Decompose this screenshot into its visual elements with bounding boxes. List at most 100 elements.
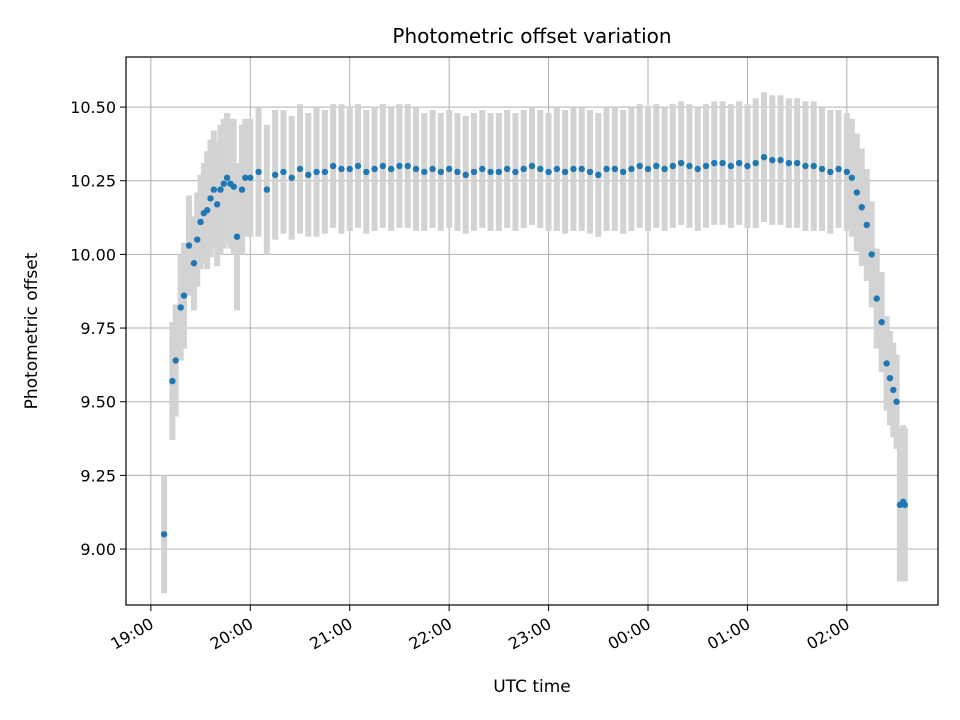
data-point bbox=[586, 168, 594, 176]
data-point bbox=[204, 207, 211, 214]
data-point bbox=[207, 195, 214, 202]
data-point bbox=[238, 186, 246, 193]
data-point bbox=[827, 168, 834, 176]
data-point bbox=[354, 162, 362, 170]
data-point bbox=[553, 165, 561, 173]
data-points bbox=[160, 153, 909, 538]
data-point bbox=[169, 377, 176, 385]
data-point bbox=[197, 218, 204, 226]
data-point bbox=[603, 165, 610, 173]
data-point bbox=[619, 168, 627, 176]
data-point bbox=[296, 165, 304, 173]
data-point bbox=[242, 174, 249, 181]
data-point bbox=[890, 386, 897, 394]
data-point bbox=[886, 374, 894, 382]
data-point bbox=[901, 501, 909, 509]
data-point bbox=[387, 165, 395, 173]
data-point bbox=[863, 221, 870, 229]
data-point bbox=[321, 168, 329, 176]
data-point bbox=[744, 162, 751, 170]
data-point bbox=[429, 165, 436, 173]
y-tick-label: 9.50 bbox=[80, 393, 116, 412]
data-point bbox=[329, 162, 337, 170]
data-point bbox=[346, 165, 353, 173]
data-point bbox=[512, 168, 519, 176]
data-point bbox=[883, 360, 890, 367]
data-point bbox=[545, 168, 552, 176]
data-point bbox=[470, 168, 478, 176]
data-point bbox=[223, 174, 231, 181]
data-point bbox=[305, 171, 312, 179]
y-axis: 9.00 9.25 9.50 9.75 10.00 10.25 10.50 bbox=[70, 98, 126, 559]
y-tick-label: 9.00 bbox=[80, 540, 116, 559]
data-point bbox=[217, 186, 224, 193]
data-point bbox=[636, 162, 643, 170]
y-tick-label: 10.25 bbox=[70, 172, 116, 191]
data-point bbox=[595, 171, 602, 179]
data-point bbox=[520, 165, 527, 173]
data-point bbox=[578, 165, 585, 173]
y-axis-label: Photometric offset bbox=[22, 252, 42, 409]
data-point bbox=[479, 165, 486, 173]
data-point bbox=[396, 162, 403, 170]
data-point bbox=[263, 186, 271, 193]
data-point bbox=[760, 153, 768, 161]
data-point bbox=[868, 251, 875, 258]
data-point bbox=[735, 159, 743, 167]
data-point bbox=[677, 159, 685, 167]
data-point bbox=[172, 357, 179, 364]
data-point bbox=[437, 168, 445, 176]
x-axis-label: UTC time bbox=[493, 677, 571, 697]
y-tick-label: 9.75 bbox=[80, 319, 116, 338]
data-point bbox=[818, 165, 826, 173]
data-point bbox=[853, 189, 860, 196]
data-point bbox=[711, 159, 718, 167]
data-point bbox=[495, 168, 503, 176]
data-point bbox=[644, 165, 652, 173]
data-point bbox=[185, 242, 193, 249]
data-point bbox=[247, 174, 254, 181]
data-point bbox=[421, 168, 428, 176]
data-point bbox=[412, 165, 420, 173]
data-point bbox=[190, 260, 198, 267]
data-point bbox=[537, 165, 544, 173]
data-point bbox=[719, 159, 726, 167]
data-point bbox=[810, 162, 817, 170]
data-point bbox=[233, 233, 241, 240]
data-point bbox=[752, 159, 759, 167]
data-point bbox=[288, 174, 295, 181]
data-point bbox=[702, 162, 710, 170]
chart-title: Photometric offset variation bbox=[392, 24, 671, 48]
data-point bbox=[462, 171, 469, 179]
data-point bbox=[878, 318, 885, 326]
data-point bbox=[371, 165, 378, 173]
data-point bbox=[503, 165, 511, 173]
data-point bbox=[363, 168, 370, 176]
data-point bbox=[271, 171, 279, 179]
data-point bbox=[255, 168, 262, 176]
data-point bbox=[379, 162, 387, 170]
data-point bbox=[561, 168, 569, 176]
data-point bbox=[769, 156, 776, 164]
data-point bbox=[177, 304, 184, 311]
data-point bbox=[785, 159, 793, 167]
data-point bbox=[570, 165, 577, 173]
data-point bbox=[843, 168, 851, 176]
data-point bbox=[661, 165, 668, 173]
y-tick-label: 9.25 bbox=[80, 466, 116, 485]
data-point bbox=[793, 159, 801, 167]
data-point bbox=[727, 162, 735, 170]
data-point bbox=[694, 165, 701, 173]
data-point bbox=[686, 162, 693, 170]
data-point bbox=[313, 168, 320, 176]
data-point bbox=[893, 398, 900, 405]
data-point bbox=[873, 295, 880, 302]
data-point bbox=[338, 165, 345, 173]
data-point bbox=[653, 162, 660, 170]
data-point bbox=[528, 162, 536, 170]
data-point bbox=[404, 162, 411, 170]
y-tick-label: 10.50 bbox=[70, 98, 116, 117]
data-point bbox=[777, 156, 784, 164]
data-point bbox=[802, 162, 809, 170]
